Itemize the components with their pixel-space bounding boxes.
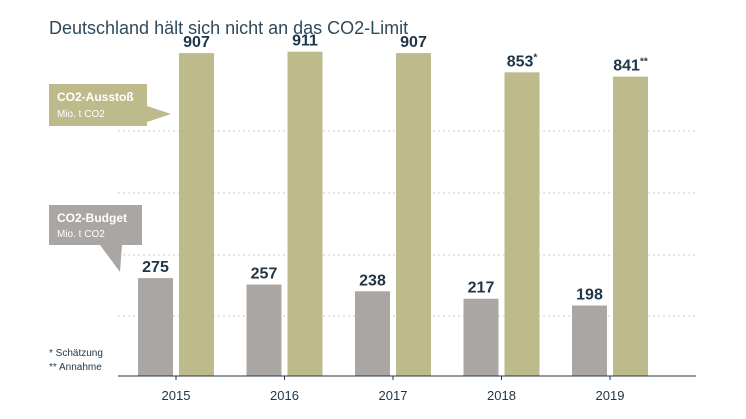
value-label-emission-2016: 911 bbox=[292, 33, 318, 50]
value-label-emission-2015: 907 bbox=[183, 34, 210, 51]
legend-budget-box bbox=[49, 205, 142, 272]
value-label-budget-2017: 238 bbox=[359, 272, 386, 289]
value-label-budget-2019: 198 bbox=[576, 287, 603, 304]
legend-emission-name: CO2-Ausstoß bbox=[57, 90, 134, 104]
bar-emission-2015 bbox=[179, 53, 214, 376]
bar-budget-2017 bbox=[355, 291, 390, 376]
x-tick-2015: 2015 bbox=[162, 388, 191, 403]
footnote-2: ** Annahme bbox=[49, 362, 102, 373]
footnotes: * Schätzung ** Annahme bbox=[49, 348, 103, 373]
legend-emission-unit: Mio. t CO2 bbox=[57, 109, 105, 120]
value-label-budget-2018: 217 bbox=[468, 280, 495, 297]
x-tick-2018: 2018 bbox=[487, 388, 516, 403]
x-axis-ticks: 2015 2016 2017 2018 2019 bbox=[162, 376, 625, 403]
legend-budget-unit: Mio. t CO2 bbox=[57, 229, 105, 240]
value-label-emission-2019: 841** bbox=[613, 57, 648, 75]
bar-budget-2018 bbox=[463, 298, 499, 376]
legends: CO2-Ausstoß Mio. t CO2 CO2-Budget Mio. t CO… bbox=[49, 84, 171, 272]
footnote-1: * Schätzung bbox=[49, 348, 103, 359]
bar-emission-2018 bbox=[504, 72, 540, 376]
value-label-budget-2016: 257 bbox=[251, 266, 278, 283]
legend-budget-name: CO2-Budget bbox=[57, 211, 127, 225]
value-label-footnote-mark: ** bbox=[640, 57, 648, 68]
value-label-emission-2018: 853* bbox=[507, 52, 538, 70]
bar-emission-2017 bbox=[396, 53, 431, 376]
bar-emission-2016 bbox=[287, 51, 323, 377]
x-tick-2016: 2016 bbox=[270, 388, 299, 403]
chart-title: Deutschland hält sich nicht an das CO2-L… bbox=[49, 18, 408, 38]
x-tick-2017: 2017 bbox=[379, 388, 408, 403]
bar-budget-2015 bbox=[138, 278, 173, 376]
bar-budget-2019 bbox=[572, 305, 607, 376]
bars bbox=[138, 51, 648, 377]
bar-budget-2016 bbox=[246, 284, 282, 376]
legend-emission-box bbox=[49, 84, 171, 126]
bar-emission-2019 bbox=[613, 76, 648, 376]
value-label-budget-2015: 275 bbox=[142, 259, 169, 276]
value-labels: 275 907 257 911 238 907 217 853* 198 841** bbox=[142, 33, 648, 304]
value-label-footnote-mark: * bbox=[533, 52, 537, 63]
x-tick-2019: 2019 bbox=[596, 388, 625, 403]
value-label-emission-2017: 907 bbox=[400, 34, 427, 51]
